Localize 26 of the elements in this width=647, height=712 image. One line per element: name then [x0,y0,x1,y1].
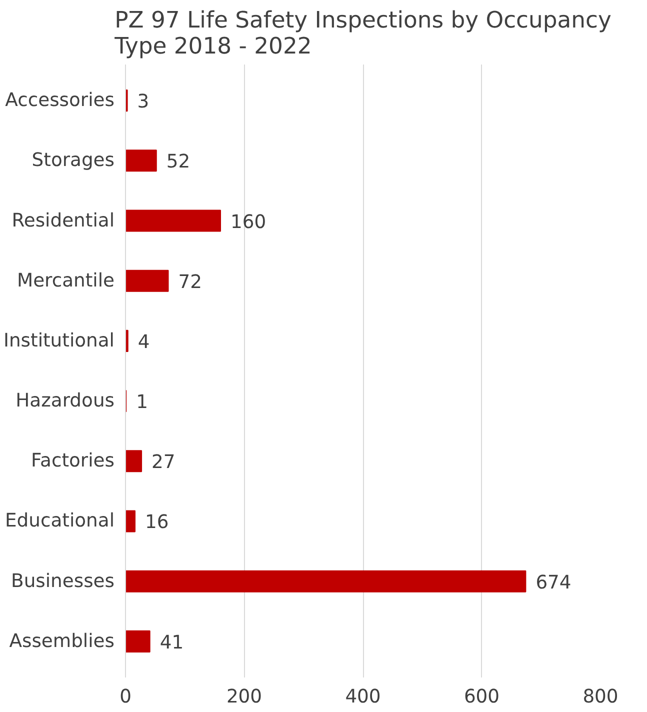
x-tick-label: 400 [345,686,381,708]
data-label: 1 [136,392,148,414]
y-tick-label: Accessories [5,90,115,112]
data-label: 52 [166,152,190,173]
x-tick-label: 800 [582,686,618,708]
data-label: 160 [230,212,266,233]
y-tick-label: Storages [32,150,115,172]
x-tick-label: 0 [120,686,132,708]
data-label: 41 [160,632,184,654]
data-label: 3 [137,92,150,113]
data-label: 72 [178,272,202,293]
chart-title: PZ 97 Life Safety Inspections by Occupancy Type 2018 - 2022 [114,8,612,60]
y-tick-label: Businesses [11,570,115,592]
y-tick-label: Factories [31,450,115,472]
data-label: 4 [138,332,150,353]
x-tick-label: 200 [226,686,262,708]
y-tick-label: Institutional [3,330,115,352]
x-tick-label: 600 [464,686,500,708]
data-label: 27 [152,452,176,474]
data-label: 674 [536,572,572,594]
y-tick-label: Assemblies [9,630,115,652]
y-tick-label: Hazardous [16,390,115,412]
y-tick-label: Educational [5,510,115,532]
data-label: 16 [145,512,169,534]
y-tick-label: Residential [12,210,114,232]
y-tick-label: Mercantile [16,270,115,292]
